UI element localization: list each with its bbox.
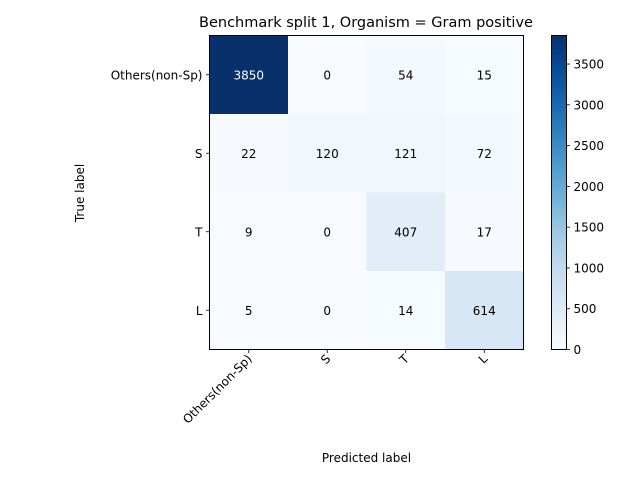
cell-value-label: 17: [477, 225, 492, 239]
heatmap-cell-labels: 3850 0 54 15 22 120 121 72 9 0 407 17 5 0 14 614: [233, 68, 495, 318]
cell-value-label: 120: [316, 147, 339, 161]
colorbar-ticks: 0 500 1000 1500 2000 2500 3000 3500: [566, 58, 605, 357]
cell-value-label: 614: [473, 304, 496, 318]
colorbar: [551, 35, 567, 350]
heatmap-cell: [445, 114, 524, 193]
plot-frame: [209, 35, 524, 350]
colorbar-tick-label: 2500: [574, 139, 605, 153]
y-axis-label: True label: [73, 164, 87, 223]
cell-value-label: 22: [241, 147, 256, 161]
cell-value-label: 121: [394, 147, 417, 161]
heatmap-cell: [209, 271, 289, 350]
heatmap-cell: [366, 192, 446, 272]
cell-value-label: 407: [394, 225, 417, 239]
heatmap-cell: [209, 114, 289, 193]
cell-value-label: 14: [398, 304, 413, 318]
heatmap-cell: [209, 192, 289, 272]
heatmap-cell: [288, 271, 367, 350]
heatmap-cell: [445, 35, 524, 115]
colorbar-tick-label: 500: [574, 302, 597, 316]
x-tick-label: L: [476, 352, 491, 367]
cell-value-label: 9: [245, 225, 253, 239]
heatmap-cell: [445, 271, 524, 350]
x-tick-label: T: [396, 351, 412, 367]
colorbar-tick-label: 1500: [574, 221, 605, 235]
y-tick-label: L: [196, 304, 203, 318]
heatmap-cells: [209, 35, 524, 350]
colorbar-tick-label: 1000: [574, 261, 605, 275]
heatmap-cell: [209, 35, 289, 115]
chart-title: Benchmark split 1, Organism = Gram posit…: [199, 15, 533, 31]
x-tick-label: S: [318, 352, 333, 367]
cell-value-label: 3850: [233, 68, 264, 82]
heatmap-cell: [366, 114, 446, 193]
colorbar-tick-label: 3500: [574, 58, 605, 72]
heatmap-cell: [288, 114, 367, 193]
heatmap-cell: [366, 35, 446, 115]
y-tick-label: Others(non-Sp): [111, 68, 203, 82]
cell-value-label: 0: [323, 225, 331, 239]
y-axis-ticks: Others(non-Sp) S T L: [111, 68, 210, 318]
x-axis-label: Predicted label: [322, 451, 411, 465]
cell-value-label: 0: [323, 68, 331, 82]
heatmap-cell: [366, 271, 446, 350]
colorbar-tick-label: 2000: [574, 180, 605, 194]
y-tick-label: S: [195, 147, 203, 161]
cell-value-label: 15: [477, 68, 492, 82]
heatmap-cell: [288, 192, 367, 272]
cell-value-label: 5: [245, 304, 253, 318]
y-tick-label: T: [194, 225, 203, 239]
cell-value-label: 54: [398, 68, 413, 82]
colorbar-tick-label: 0: [574, 343, 582, 357]
cell-value-label: 72: [477, 147, 492, 161]
x-tick-label: Others(non-Sp): [180, 352, 255, 427]
cell-value-label: 0: [323, 304, 331, 318]
x-axis-ticks: Others(non-Sp) S T L: [180, 349, 491, 427]
heatmap-cell: [445, 192, 524, 272]
colorbar-tick-label: 3000: [574, 98, 605, 112]
heatmap-cell: [288, 35, 367, 115]
